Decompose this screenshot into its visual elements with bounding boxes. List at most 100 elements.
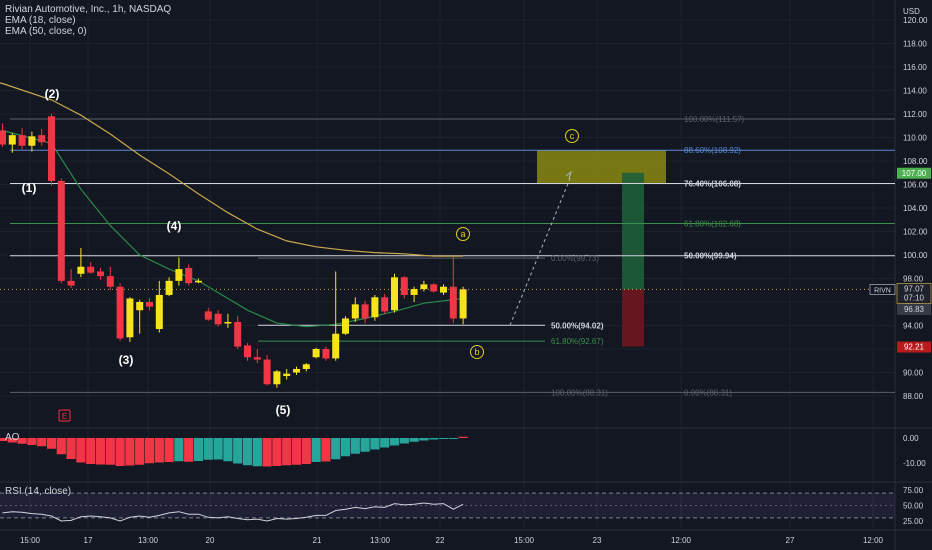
ao-tick: 0.00	[903, 434, 919, 443]
fib-label: 50.00%(94.02)	[551, 321, 604, 330]
time-tick: 15:00	[514, 536, 535, 545]
ao-bar	[311, 438, 321, 462]
candle-body	[371, 297, 379, 318]
ao-bar	[252, 438, 262, 467]
price-tick: 116.00	[903, 63, 927, 72]
candle-body	[244, 345, 251, 358]
candle-body	[195, 280, 202, 283]
price-tick: 104.00	[903, 204, 928, 213]
rsi-tick: 50.00	[903, 502, 924, 511]
ao-tick: -10.00	[903, 459, 926, 468]
candle-body	[185, 267, 193, 284]
price-tick: 114.00	[903, 87, 927, 96]
wave-labels: (2) (1) (4) (3) (5) c a b E	[22, 87, 579, 422]
candle-body	[48, 116, 55, 181]
candle-body	[126, 298, 134, 338]
ao-bar	[291, 438, 302, 465]
time-tick: 21	[313, 536, 322, 545]
indicator-ema18[interactable]: EMA (18, close)	[5, 15, 76, 26]
ao-title[interactable]: AO	[5, 432, 20, 443]
wave-label-5: (5)	[276, 403, 291, 417]
ao-bar	[66, 438, 76, 459]
ao-bar	[27, 438, 37, 445]
time-tick: 12:00	[863, 536, 884, 545]
target-price-badge	[897, 167, 931, 179]
candle-body	[293, 368, 300, 373]
wave-label-1: (1)	[22, 181, 37, 195]
candle-body	[57, 180, 65, 281]
ao-bar	[409, 438, 419, 442]
target-zone	[537, 150, 666, 184]
time-tick: 13:00	[370, 536, 391, 545]
ema50-line	[0, 82, 464, 257]
ao-bar	[37, 438, 47, 447]
price-tick: 100.00	[903, 251, 928, 260]
gray-price-text: 96.83	[904, 305, 925, 314]
candle-body	[449, 286, 457, 319]
ao-bar	[419, 438, 429, 441]
price-tick: 90.00	[903, 369, 924, 378]
legend: Rivian Automotive, Inc., 1h, NASDAQ EMA …	[5, 4, 174, 37]
ao-bar	[429, 438, 439, 440]
symbol-title[interactable]: Rivian Automotive, Inc., 1h, NASDAQ	[5, 4, 172, 15]
target-price-text: 107.00	[902, 169, 927, 178]
candle-body	[342, 318, 349, 334]
price-tick: 88.00	[903, 392, 924, 401]
price-tick: 98.00	[903, 275, 924, 284]
ao-bar	[115, 438, 125, 466]
wave-label-a: a	[460, 229, 465, 239]
ao-bar	[46, 438, 57, 449]
price-tick: 108.00	[903, 157, 928, 166]
candle-body	[87, 266, 95, 273]
ao-bar	[380, 438, 390, 448]
ao-bar	[458, 436, 468, 438]
ao-bar	[262, 438, 272, 467]
candle-body	[165, 280, 173, 295]
candle-body	[322, 349, 330, 359]
candle-body	[391, 277, 398, 311]
ao-bar	[233, 438, 243, 464]
fib-label: 0.00%(99.73)	[551, 254, 599, 263]
ao-bar	[389, 438, 400, 446]
candle-body	[136, 302, 144, 311]
candle-body	[273, 371, 281, 385]
ao-pane	[0, 436, 468, 467]
time-tick: 27	[786, 536, 795, 545]
last-price-badge	[896, 283, 932, 304]
ao-bar	[193, 438, 204, 461]
ao-bar	[350, 438, 360, 454]
candle-body	[224, 321, 232, 324]
price-tick: 106.00	[903, 181, 928, 190]
candle-body	[410, 289, 418, 295]
candle-body	[361, 304, 369, 319]
countdown-text: 07:10	[904, 293, 925, 302]
ema-lines	[0, 82, 464, 328]
candle-body	[381, 297, 389, 312]
wave-label-2: (2)	[45, 87, 60, 101]
ao-bar	[105, 438, 115, 465]
ao-bar	[340, 438, 351, 457]
candle-body	[400, 277, 408, 295]
ao-bar	[399, 438, 409, 444]
candle-body	[351, 304, 359, 319]
ao-bar	[448, 438, 458, 439]
rsi-title[interactable]: RSI (14, close)	[5, 486, 72, 497]
candle-body	[175, 269, 183, 281]
ao-bar	[125, 438, 135, 466]
candle-body	[430, 284, 438, 292]
indicator-ema50[interactable]: EMA (50, close, 0)	[5, 26, 87, 37]
candle-body	[18, 135, 26, 146]
candle-body	[253, 357, 261, 360]
ao-bar	[213, 438, 223, 460]
stop-loss-zone	[622, 289, 644, 347]
ao-bar	[331, 438, 341, 460]
candles	[0, 114, 572, 388]
candle-body	[106, 276, 114, 287]
ao-bar	[164, 438, 174, 462]
wave-label-c-ring	[565, 129, 579, 143]
price-tick: 118.00	[903, 40, 927, 49]
ao-bar	[242, 438, 253, 466]
